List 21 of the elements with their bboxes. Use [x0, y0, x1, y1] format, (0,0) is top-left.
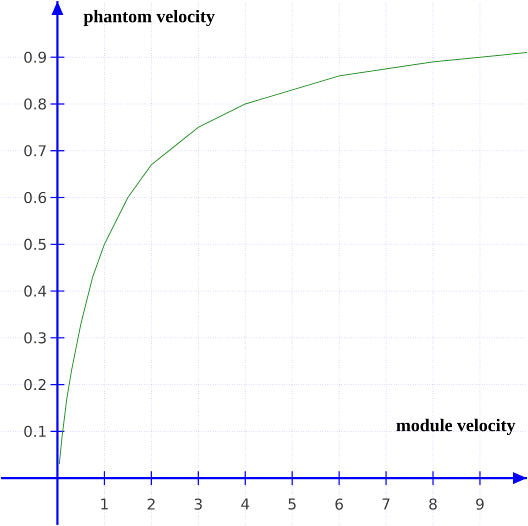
y-tick-label: 0.2 — [24, 378, 46, 390]
x-tick-label: 9 — [476, 498, 484, 510]
y-tick-label: 0.4 — [24, 285, 46, 297]
y-tick-label: 0.7 — [24, 145, 46, 156]
y-tick-label: 0.1 — [24, 426, 46, 438]
y-tick-label: 0.3 — [24, 332, 46, 344]
x-tick-label: 5 — [288, 498, 296, 510]
x-tick-label: 1 — [101, 498, 108, 510]
x-axis-title: module velocity — [396, 418, 516, 435]
y-tick-label: 0.9 — [24, 52, 46, 63]
line-series — [58, 52, 528, 465]
x-tick-label: 8 — [429, 498, 437, 510]
y-axis-title: phantom velocity — [84, 10, 215, 26]
x-tick-label: 7 — [382, 498, 390, 510]
y-tick-label: 0.8 — [24, 98, 46, 110]
y-tick-label: 0.5 — [24, 238, 46, 250]
x-tick-label: 2 — [148, 498, 155, 510]
x-tick-label: 4 — [241, 498, 250, 510]
y-tick-label: 0.6 — [24, 192, 46, 204]
x-tick-label: 3 — [194, 498, 202, 510]
x-tick-label: 6 — [335, 498, 343, 510]
